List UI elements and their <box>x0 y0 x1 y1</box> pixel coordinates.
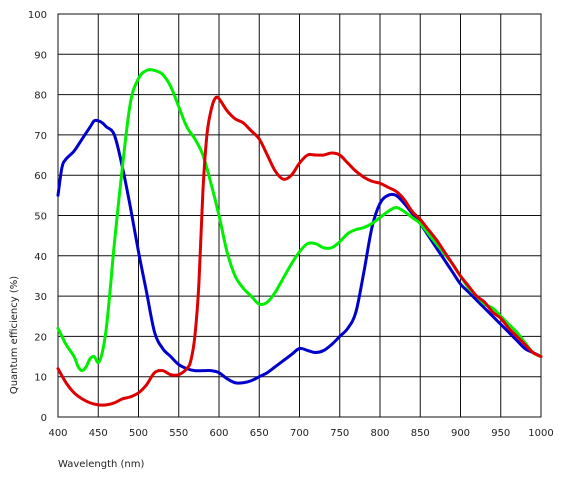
x-tick-label-800: 800 <box>370 428 389 439</box>
series-lines <box>56 68 543 407</box>
blue-series-line <box>56 118 543 385</box>
x-tick-label-500: 500 <box>129 428 148 439</box>
x-tick-label-950: 950 <box>491 428 510 439</box>
x-tick-label-700: 700 <box>290 428 309 439</box>
x-tick-label-850: 850 <box>411 428 430 439</box>
y-tick-label-70: 70 <box>34 131 47 142</box>
x-tick-label-600: 600 <box>209 428 228 439</box>
x-tick-labels: 400 450 500 550 600 650 700 750 800 850 900 950 1000 <box>48 428 553 439</box>
y-tick-label-50: 50 <box>34 212 47 223</box>
x-tick-label-400: 400 <box>48 428 67 439</box>
y-tick-labels: 0 10 20 30 40 50 60 70 80 90 100 <box>28 10 47 424</box>
x-tick-label-650: 650 <box>250 428 269 439</box>
y-tick-label-20: 20 <box>34 332 47 343</box>
x-axis-title: Wavelength (nm) <box>58 459 144 470</box>
y-tick-label-100: 100 <box>28 10 47 21</box>
x-tick-label-1000: 1000 <box>528 428 553 439</box>
y-tick-label-80: 80 <box>34 91 47 102</box>
x-tick-label-450: 450 <box>89 428 108 439</box>
x-tick-label-900: 900 <box>451 428 470 439</box>
y-tick-label-30: 30 <box>34 292 47 303</box>
y-tick-label-40: 40 <box>34 252 47 263</box>
y-axis-title: Quantum efficiency (%) <box>9 276 20 394</box>
y-tick-label-10: 10 <box>34 373 47 384</box>
x-tick-label-550: 550 <box>169 428 188 439</box>
red-series-line <box>56 95 543 407</box>
y-tick-label-90: 90 <box>34 50 47 61</box>
y-tick-label-0: 0 <box>41 413 47 424</box>
y-tick-label-60: 60 <box>34 171 47 182</box>
x-tick-label-750: 750 <box>330 428 349 439</box>
